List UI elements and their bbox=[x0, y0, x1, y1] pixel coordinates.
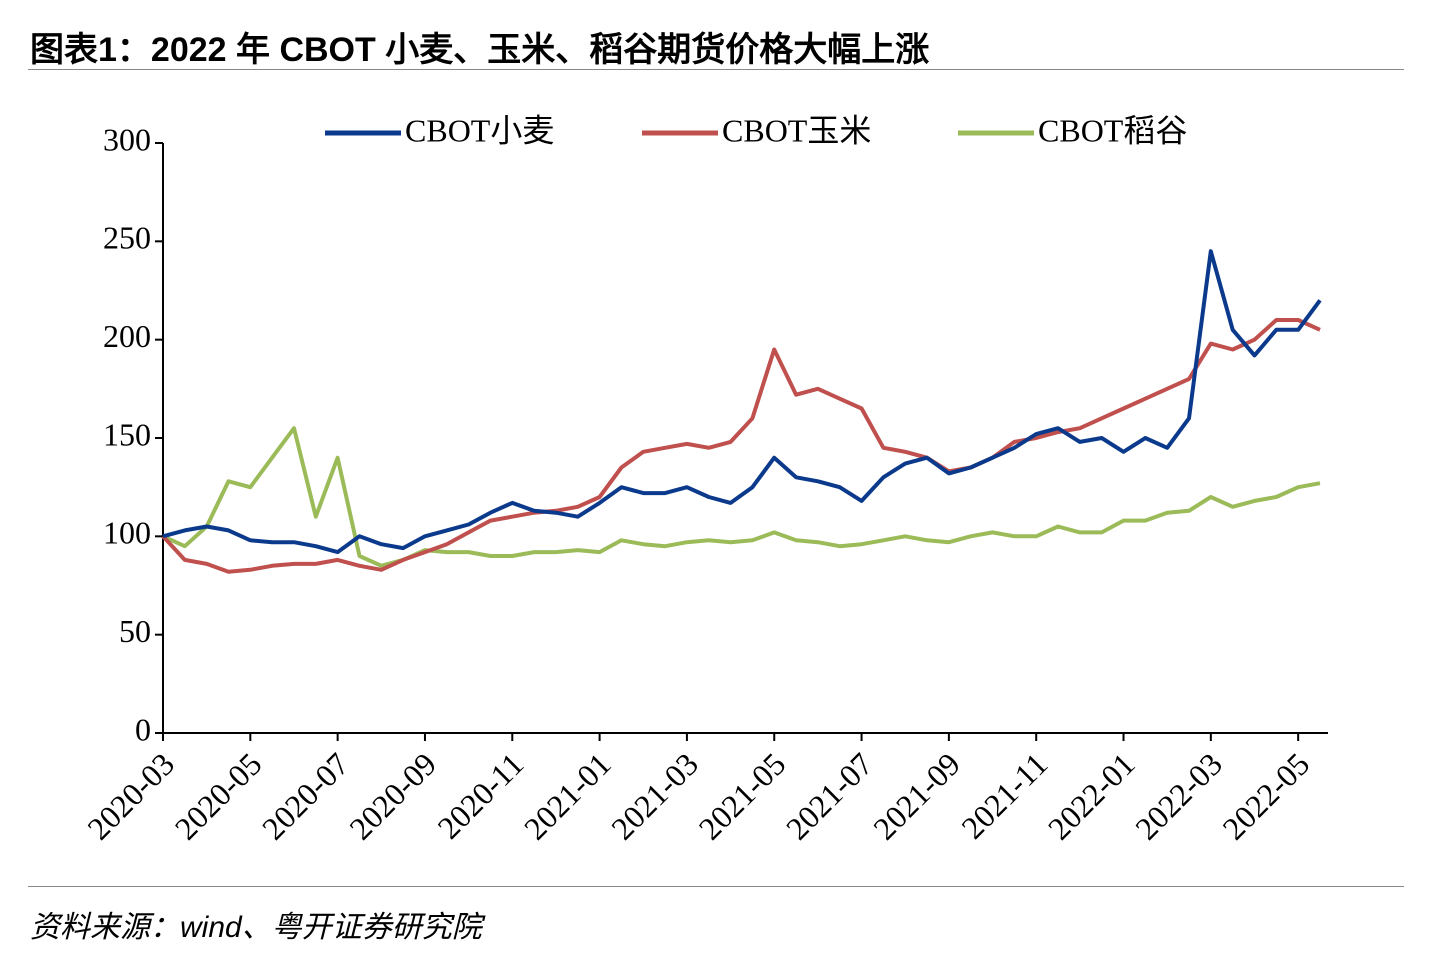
source-rule bbox=[28, 886, 1404, 887]
x-tick-label: 2020-03 bbox=[80, 746, 181, 847]
x-tick-label: 2021-03 bbox=[604, 746, 705, 847]
x-tick-label: 2021-07 bbox=[779, 746, 880, 847]
series-line bbox=[161, 318, 1321, 574]
x-tick-label: 2022-03 bbox=[1128, 746, 1229, 847]
y-tick-label: 0 bbox=[135, 711, 151, 747]
x-tick-label: 2020-11 bbox=[430, 746, 530, 846]
x-tick-label: 2021-05 bbox=[692, 746, 793, 847]
source: 资料来源：wind、粤开证券研究院 bbox=[30, 911, 482, 944]
y-tick-label: 250 bbox=[103, 220, 151, 256]
legend-label: CBOT小麦 bbox=[405, 112, 554, 148]
x-tick-label: 2020-09 bbox=[342, 746, 443, 847]
y-tick-label: 200 bbox=[103, 318, 151, 354]
legend-label: CBOT稻谷 bbox=[1038, 112, 1187, 148]
title-rule bbox=[28, 69, 1404, 70]
x-tick-label: 2020-07 bbox=[255, 746, 356, 847]
x-tick-label: 2021-11 bbox=[954, 746, 1054, 846]
y-tick-label: 50 bbox=[119, 613, 151, 649]
x-tick-label: 2020-05 bbox=[168, 746, 269, 847]
y-tick-label: 150 bbox=[103, 416, 151, 452]
y-tick-label: 300 bbox=[103, 121, 151, 157]
legend-label: CBOT玉米 bbox=[722, 112, 871, 148]
series-line bbox=[162, 249, 1322, 555]
y-tick-label: 100 bbox=[103, 515, 151, 551]
title: 图表1：2022 年 CBOT 小麦、玉米、稻谷期货价格大幅上涨 bbox=[30, 31, 930, 69]
x-tick-label: 2022-01 bbox=[1041, 746, 1142, 847]
x-tick-label: 2021-01 bbox=[517, 746, 618, 847]
x-tick-label: 2022-05 bbox=[1215, 746, 1316, 847]
x-tick-label: 2021-09 bbox=[866, 746, 967, 847]
